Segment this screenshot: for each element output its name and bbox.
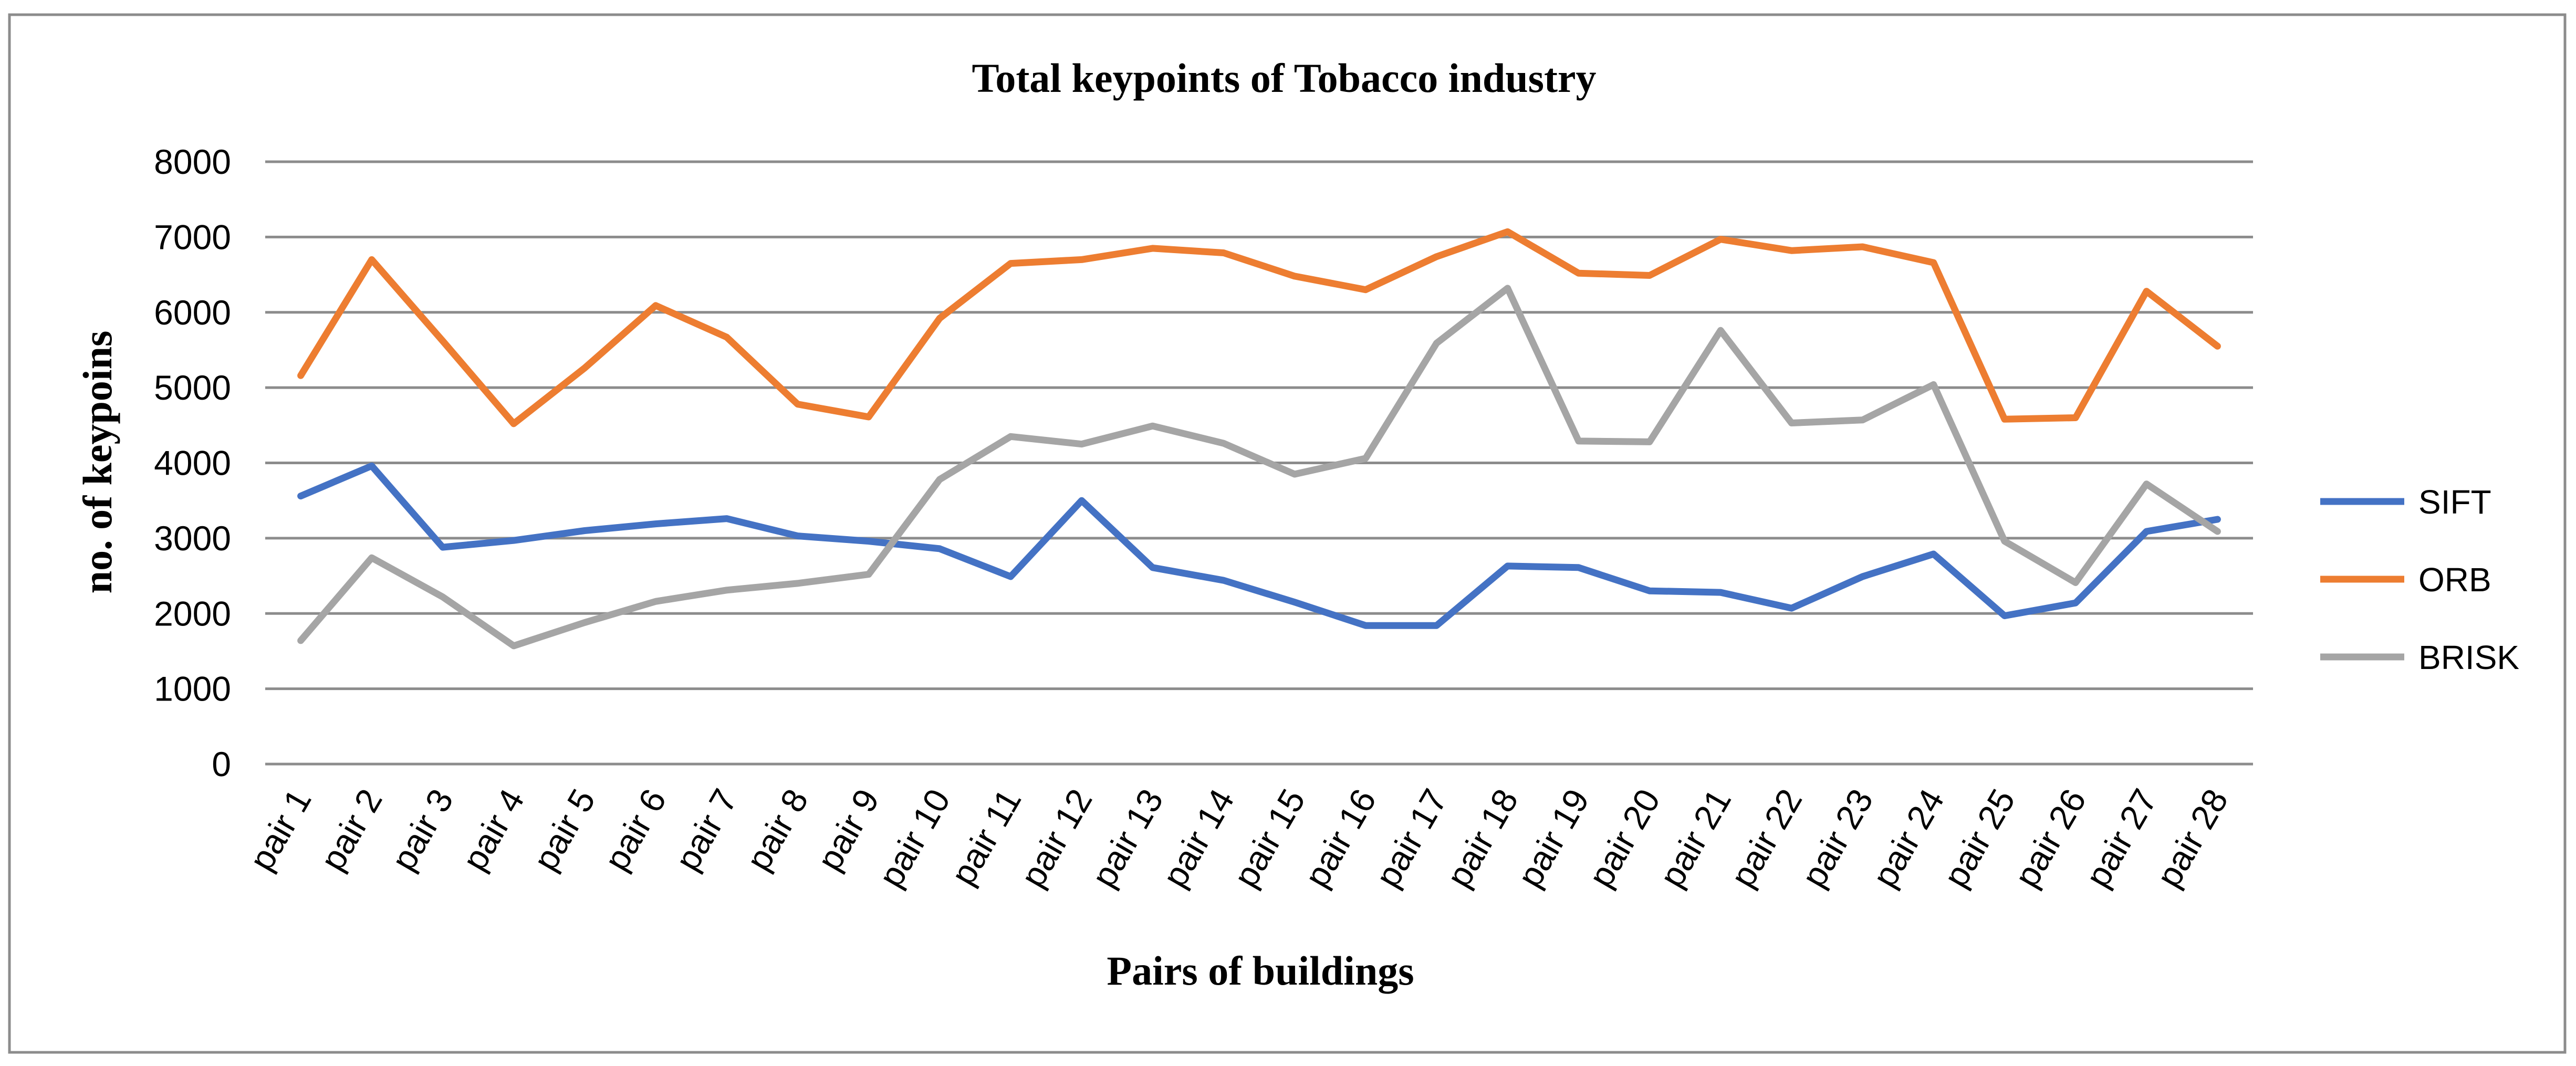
y-tick-labels: 0 1000 2000 3000 4000 5000 6000 7000 8000 [154,142,231,783]
chart-border [8,13,2567,1054]
y-tick-label: 1000 [154,670,231,708]
legend-label-brisk: BRISK [2418,639,2519,676]
y-tick-label: 5000 [154,368,231,407]
y-tick-label: 2000 [154,594,231,633]
y-tick-label: 6000 [154,293,231,332]
x-axis-title: Pairs of buildings [1107,948,1414,994]
chart-title: Total keypoints of Tobacco industry [972,55,1596,101]
legend-label-sift: SIFT [2418,483,2491,521]
y-tick-label: 4000 [154,444,231,483]
series-line-orb [297,228,2221,427]
y-tick-label: 7000 [154,217,231,256]
y-tick-label: 0 [212,745,231,783]
legend-label-orb: ORB [2418,561,2491,599]
series-line-brisk [297,285,2221,650]
series-line-sift [297,462,2221,629]
y-tick-label: 3000 [154,519,231,558]
gridlines [265,160,2253,766]
y-axis-title: no. of keypoins [75,331,120,594]
series-lines [297,228,2221,650]
legend: SIFT ORB BRISK [2320,483,2519,676]
y-tick-label: 8000 [154,142,231,181]
